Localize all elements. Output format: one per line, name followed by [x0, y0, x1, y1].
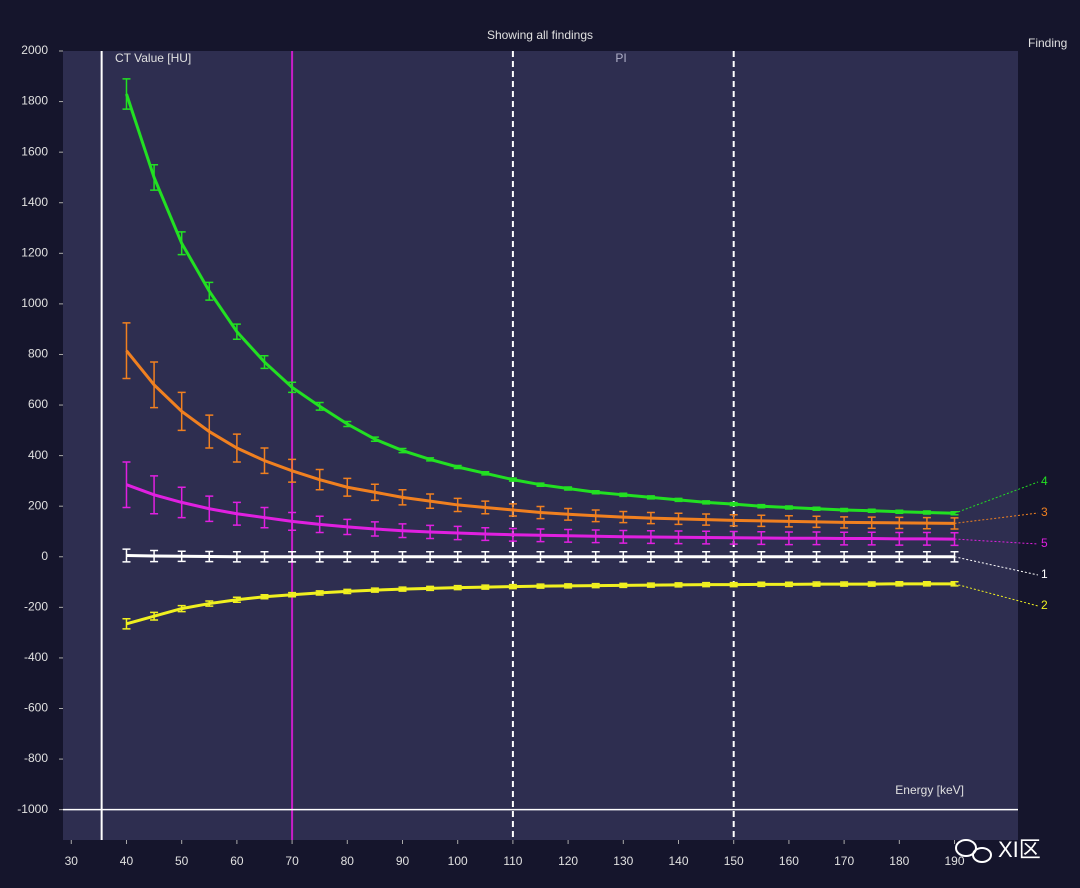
y-tick-label: -600: [24, 701, 48, 715]
y-tick-label: 600: [28, 397, 48, 411]
y-tick-label: -1000: [17, 802, 48, 816]
x-tick-label: 180: [889, 854, 909, 868]
legend-leader: [954, 538, 1039, 545]
y-tick-label: 200: [28, 498, 48, 512]
y-tick-label: 1200: [21, 245, 48, 259]
x-tick-label: 170: [834, 854, 854, 868]
legend-title: Finding: [1028, 36, 1067, 50]
x-tick-label: 110: [503, 854, 522, 868]
y-tick-label: 1000: [21, 296, 48, 310]
x-tick-label: 160: [779, 854, 799, 868]
legend-label: 3: [1041, 505, 1048, 519]
series-line: [125, 349, 955, 525]
y-tick-label: -200: [24, 600, 48, 614]
legend-label: 1: [1041, 567, 1048, 581]
y-tick-label: 2000: [21, 43, 48, 57]
y-tick-label: 1600: [21, 144, 48, 158]
x-tick-label: 30: [65, 854, 79, 868]
error-bar: [122, 78, 131, 110]
x-axis-label: Energy [keV]: [895, 783, 964, 797]
y-tick-label: 400: [28, 448, 48, 462]
y-tick-label: 1400: [21, 195, 48, 209]
x-tick-label: 80: [341, 854, 355, 868]
plot-area: [63, 51, 1018, 840]
legend-label: 5: [1041, 536, 1048, 550]
series-line: [126, 554, 955, 559]
x-tick-label: 120: [558, 854, 578, 868]
x-tick-label: 50: [175, 854, 189, 868]
legend-label: 4: [1041, 474, 1048, 488]
y-tick-label: -800: [24, 751, 48, 765]
y-axis-label: CT Value [HU]: [115, 51, 191, 65]
y-tick-label: -400: [24, 650, 48, 664]
series-line: [125, 483, 955, 541]
x-tick-label: 150: [724, 854, 744, 868]
y-tick-label: 0: [41, 549, 48, 563]
y-tick-label: 1800: [21, 94, 48, 108]
x-tick-label: 60: [230, 854, 244, 868]
legend-leader: [954, 481, 1039, 514]
x-tick-label: 140: [668, 854, 688, 868]
region-label: PI: [615, 51, 626, 65]
series-line: [126, 582, 955, 626]
y-tick-label: 800: [28, 347, 48, 361]
chart-title: Showing all findings: [487, 28, 593, 42]
watermark-icon: [955, 839, 992, 863]
x-tick-label: 130: [613, 854, 633, 868]
legend-label: 2: [1041, 598, 1048, 612]
x-tick-label: 40: [120, 854, 134, 868]
series-line: [125, 93, 955, 515]
x-tick-label: 100: [448, 854, 468, 868]
x-tick-label: 70: [285, 854, 299, 868]
x-tick-label: 90: [396, 854, 410, 868]
x-tick-label: 190: [945, 854, 965, 868]
watermark: XI区: [998, 837, 1041, 862]
